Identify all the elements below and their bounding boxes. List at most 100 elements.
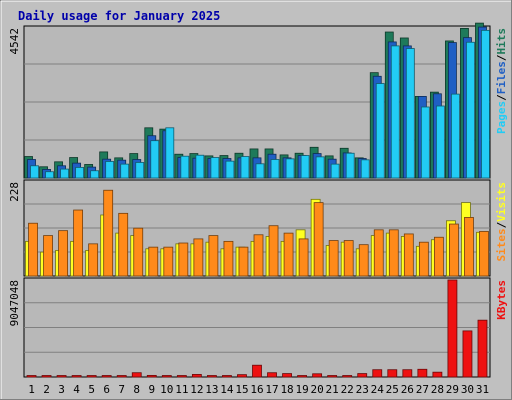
x-tick-label-day-17: 17 [265,383,278,396]
y-max-label-visits-sites: 228 [8,182,21,202]
x-tick-label-day-8: 8 [133,383,140,396]
bar-kbytes-day-4 [71,375,82,378]
bar-kbytes-day-26 [402,369,413,378]
bar-pages-day-14 [225,160,235,179]
bar-kbytes-day-22 [342,375,353,378]
x-tick-label-day-29: 29 [446,383,459,396]
bar-pages-day-16 [255,163,265,179]
x-tick-label-day-30: 30 [461,383,474,396]
bar-kbytes-day-1 [26,375,37,378]
bar-sites-day-12 [193,238,204,277]
bar-kbytes-day-27 [417,368,428,378]
legend-item-hits-files-pages-3: / [495,54,508,61]
bar-sites-day-28 [433,236,444,277]
bar-sites-day-1 [28,222,38,277]
x-tick-label-day-10: 10 [160,383,173,396]
x-tick-label-day-22: 22 [341,383,354,396]
x-tick-label-day-26: 26 [401,383,414,396]
bar-pages-day-26 [405,48,415,179]
bar-sites-day-16 [253,234,264,277]
legend-visits-sites: Sites/Visits [495,182,508,262]
bar-kbytes-day-20 [312,373,323,378]
bar-kbytes-day-29 [447,279,458,378]
bar-pages-day-7 [120,163,130,179]
bar-pages-day-25 [390,45,400,179]
panels-layer: 4542Pages/Files/Hits228Sites/Visits90470… [8,22,508,396]
x-tick-label-day-23: 23 [356,383,369,396]
x-tick-label-day-25: 25 [386,383,399,396]
bar-sites-day-20 [313,202,324,277]
panel-visits-sites: 228 Sites/Visits [8,179,508,277]
bar-sites-day-5 [88,243,99,277]
bar-pages-day-11 [180,155,190,179]
chart-title: Daily usage for January 2025 [18,9,220,23]
bar-sites-day-3 [58,230,68,277]
bar-kbytes-day-25 [387,369,398,378]
bar-pages-day-13 [210,157,220,179]
bar-sites-day-2 [43,235,53,277]
legend-item-visits-sites-2: Visits [495,182,508,222]
bar-pages-day-31 [481,29,490,179]
bar-sites-day-9 [148,246,159,277]
bar-pages-day-28 [435,105,445,179]
x-tick-label-day-18: 18 [280,383,293,396]
bar-kbytes-day-2 [41,375,52,378]
bar-sites-day-11 [178,242,189,277]
x-tick-label-day-24: 24 [371,383,385,396]
bar-sites-day-13 [208,235,219,277]
bar-pages-day-17 [270,159,280,179]
legend-item-visits-sites-0: Sites [495,228,508,261]
bar-sites-day-19 [298,238,309,277]
bar-pages-day-21 [330,163,340,179]
legend-item-hits-files-pages-2: Files [495,61,508,94]
x-tick-label-day-14: 14 [220,383,234,396]
bar-kbytes-day-16 [252,364,262,378]
bar-kbytes-day-12 [191,374,202,378]
bar-kbytes-day-30 [462,330,473,378]
bar-kbytes-day-14 [222,375,232,378]
y-max-label-kbytes: 9047048 [8,280,21,326]
y-max-label-hits-files-pages: 4542 [8,28,21,55]
x-tick-label-day-28: 28 [431,383,444,396]
bar-pages-day-12 [195,154,205,179]
bar-kbytes-day-3 [56,375,67,378]
bar-pages-day-4 [75,167,85,179]
bar-sites-day-30 [464,217,474,277]
x-tick-label-day-16: 16 [250,383,263,396]
legend-kbytes: KBytes [495,280,508,320]
bar-pages-day-19 [300,155,310,179]
bar-kbytes-day-18 [282,373,292,378]
bar-pages-day-30 [466,41,475,179]
bar-pages-day-6 [105,161,115,179]
legend-item-kbytes-0: KBytes [495,280,508,320]
bar-sites-day-24 [373,229,384,277]
bar-kbytes-day-11 [176,375,187,378]
bar-kbytes-day-21 [327,375,338,378]
bar-kbytes-day-10 [161,375,172,378]
bar-sites-day-25 [388,229,399,277]
x-tick-label-day-3: 3 [58,383,65,396]
bar-pages-day-24 [375,83,385,179]
x-tick-label-day-31: 31 [476,383,489,396]
bar-pages-day-3 [60,168,69,179]
bar-sites-day-27 [418,241,429,277]
bar-kbytes-day-7 [116,375,127,378]
x-tick-label-day-6: 6 [103,383,110,396]
legend-item-hits-files-pages-1: / [495,94,508,101]
bar-pages-day-8 [135,162,145,179]
bar-pages-day-5 [90,170,100,179]
bar-pages-day-9 [150,140,160,179]
x-tick-label-day-12: 12 [190,383,203,396]
bar-kbytes-day-6 [101,375,112,378]
bar-sites-day-23 [358,244,369,277]
bar-kbytes-day-23 [357,373,368,378]
bar-pages-day-29 [451,93,460,179]
legend-item-hits-files-pages-4: Hits [495,28,508,55]
bar-sites-day-8 [133,227,144,277]
bar-kbytes-day-17 [267,372,277,378]
bar-sites-day-10 [163,246,174,277]
x-tick-label-day-21: 21 [326,383,339,396]
